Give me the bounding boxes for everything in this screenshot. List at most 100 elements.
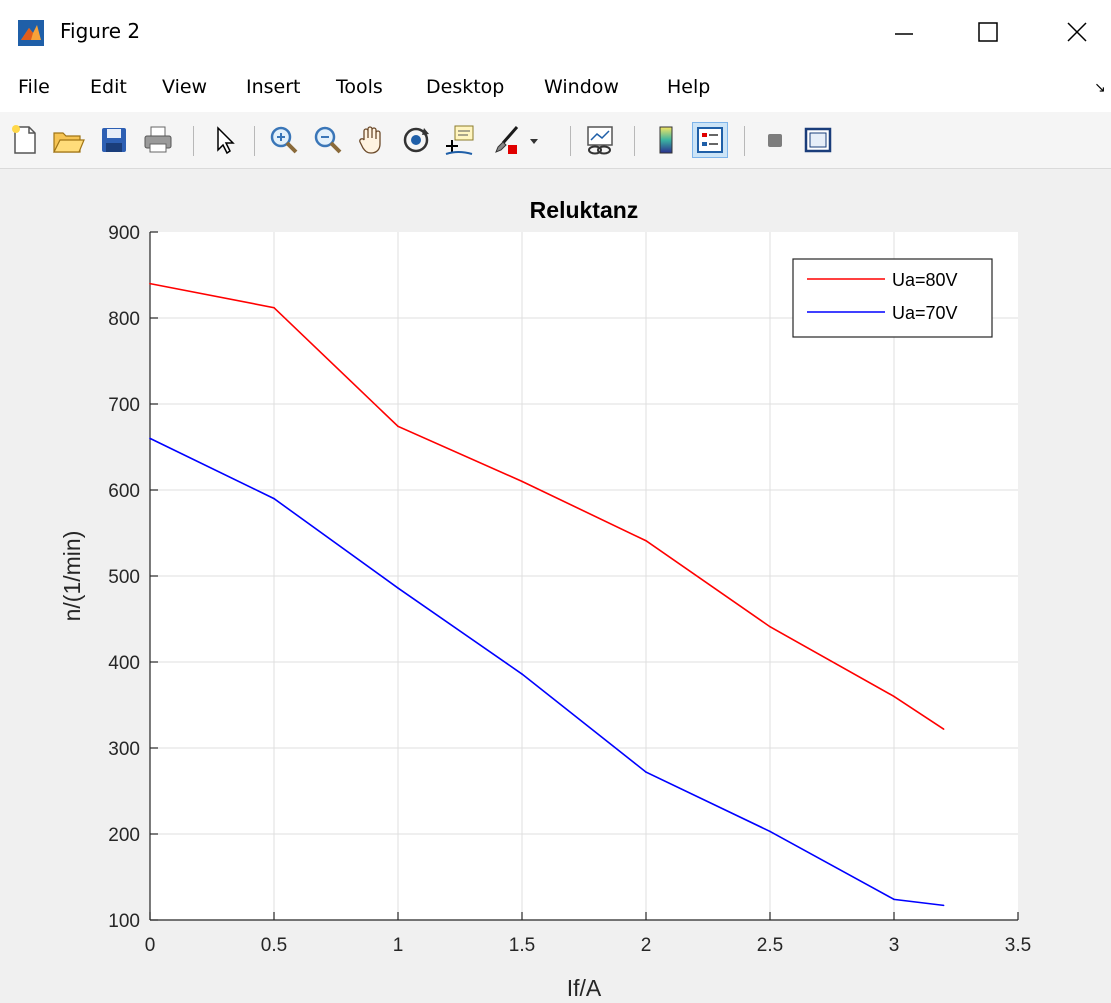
y-tick-label: 200	[108, 825, 140, 846]
data-cursor-button[interactable]	[442, 122, 478, 158]
y-tick-label: 500	[108, 567, 140, 588]
close-icon	[1067, 22, 1087, 42]
menu-view[interactable]: View	[162, 76, 208, 98]
zoom-out-button[interactable]	[310, 122, 346, 158]
minimize-button[interactable]	[873, 12, 933, 52]
x-axis-label: If/A	[567, 975, 602, 1001]
x-tick-label: 2	[641, 935, 652, 956]
zoom-in-button[interactable]	[266, 122, 302, 158]
menu-insert[interactable]: Insert	[246, 76, 301, 98]
insert-legend-button[interactable]	[692, 122, 728, 158]
data-cursor-icon	[445, 125, 474, 155]
brush-icon	[495, 126, 519, 154]
y-tick-label: 900	[108, 223, 140, 244]
series-2-point	[149, 437, 151, 440]
series-2-point	[397, 587, 399, 589]
maximize-icon	[978, 22, 998, 42]
show-plot-tools-icon	[804, 127, 832, 153]
brush-dropdown-icon	[530, 139, 538, 144]
figure-canvas[interactable]: 0 0.5 1 1.5 2 2.5 3 3.5 100 200 300 400 500 600 700 800…	[0, 169, 1111, 1003]
show-plot-tools-button[interactable]	[800, 122, 836, 158]
toolbar-separator	[744, 126, 745, 156]
line-chart: 0 0.5 1 1.5 2 2.5 3 3.5 100 200 300 400 500 600 700 800…	[59, 197, 1031, 1001]
edit-plot-button[interactable]	[206, 122, 242, 158]
y-tick-label: 400	[108, 653, 140, 674]
y-tick-label: 700	[108, 395, 140, 416]
close-button[interactable]	[1046, 12, 1106, 52]
menu-file[interactable]: File	[18, 76, 50, 98]
series-1-point	[273, 306, 275, 309]
hide-plot-tools-icon	[768, 134, 782, 147]
series-1-point	[645, 539, 647, 542]
zoom-out-icon	[314, 126, 342, 154]
menu-bar: File Edit View Insert Tools Desktop Wind…	[0, 64, 1111, 112]
menu-edit[interactable]: Edit	[90, 76, 127, 98]
link-plot-icon	[587, 126, 613, 155]
menu-tools[interactable]: Tools	[336, 76, 383, 98]
toolbar-separator	[570, 126, 571, 156]
edit-plot-icon	[217, 126, 235, 155]
open-file-button[interactable]	[50, 122, 86, 158]
open-file-icon	[53, 132, 85, 153]
x-tick-label: 1	[393, 935, 404, 956]
legend-box	[792, 258, 993, 338]
series-line-2	[149, 437, 944, 907]
window-title: Figure 2	[60, 19, 141, 43]
save-icon	[102, 128, 126, 152]
x-tick-label: 0.5	[261, 935, 287, 956]
toolbar-separator	[193, 126, 194, 156]
series-2-point	[893, 898, 895, 901]
insert-legend-icon	[697, 127, 723, 153]
series-2-point	[645, 771, 647, 773]
insert-colorbar-button[interactable]	[648, 122, 684, 158]
series-2-point	[521, 673, 523, 675]
menu-window[interactable]: Window	[544, 76, 619, 98]
pan-icon	[359, 126, 381, 154]
y-tick-label: 600	[108, 481, 140, 502]
y-tick-label: 800	[108, 309, 140, 330]
toolbar-separator	[254, 126, 255, 156]
insert-colorbar-icon	[659, 126, 673, 154]
menu-desktop[interactable]: Desktop	[426, 76, 505, 98]
rotate-3d-icon	[403, 127, 429, 153]
new-figure-button[interactable]	[6, 122, 42, 158]
legend-label-2: Ua=70V	[892, 303, 958, 323]
toolbar-separator	[634, 126, 635, 156]
y-axis-label: n/(1/min)	[59, 531, 85, 622]
zoom-in-icon	[270, 126, 298, 154]
series-1-point	[397, 425, 399, 428]
pan-button[interactable]	[354, 122, 390, 158]
brush-dropdown-button[interactable]	[524, 122, 544, 158]
title-bar: Figure 2	[0, 0, 1111, 64]
series-line-1	[149, 282, 945, 730]
rotate-3d-button[interactable]	[398, 122, 434, 158]
hide-plot-tools-button[interactable]	[758, 122, 794, 158]
series-1-point	[893, 695, 895, 698]
legend-label-1: Ua=80V	[892, 270, 958, 290]
save-button[interactable]	[96, 122, 132, 158]
new-figure-icon	[12, 125, 36, 154]
menu-overflow-icon[interactable]: ↘	[1094, 80, 1106, 96]
series-1-point	[769, 625, 771, 628]
print-button[interactable]	[140, 122, 176, 158]
x-tick-label: 3.5	[1005, 935, 1031, 956]
menu-help[interactable]: Help	[667, 76, 711, 98]
figure-toolbar	[0, 112, 1111, 169]
y-tick-label: 100	[108, 911, 140, 932]
minimize-icon	[895, 33, 913, 35]
matlab-icon	[18, 20, 44, 46]
x-tick-label: 2.5	[757, 935, 783, 956]
series-2-point	[273, 497, 275, 500]
series-2-point	[769, 830, 771, 833]
legend: Ua=80V Ua=70V	[792, 258, 993, 338]
x-tick-label: 0	[145, 935, 156, 956]
series-2-point	[942, 904, 945, 907]
x-tick-label: 1.5	[509, 935, 535, 956]
maximize-button[interactable]	[958, 12, 1018, 52]
chart-title: Reluktanz	[530, 197, 639, 223]
brush-button[interactable]	[488, 122, 524, 158]
series-1-point	[521, 480, 523, 483]
print-icon	[144, 126, 172, 153]
y-tick-label: 300	[108, 739, 140, 760]
link-plot-button[interactable]	[582, 122, 618, 158]
